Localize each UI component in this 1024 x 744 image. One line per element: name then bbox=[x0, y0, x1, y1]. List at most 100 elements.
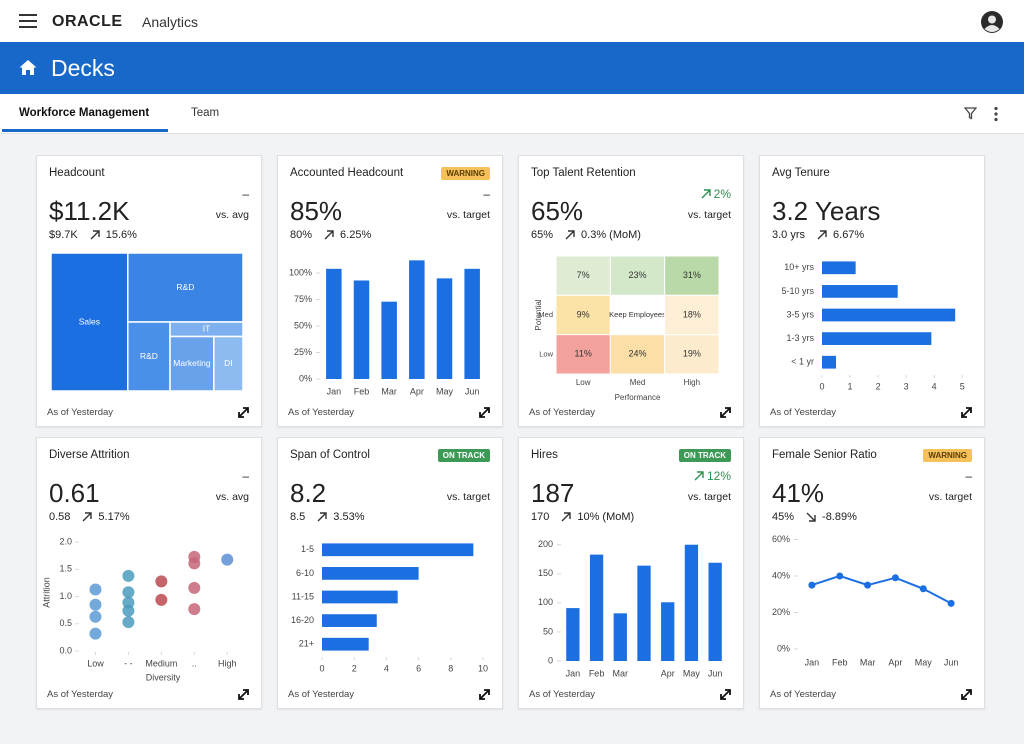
tab[interactable]: Workforce Management bbox=[19, 107, 150, 119]
x-axis-label: Performance bbox=[615, 393, 661, 402]
kpi-value: $11.2K bbox=[49, 196, 130, 226]
expand-path bbox=[961, 407, 972, 418]
expand-path bbox=[479, 689, 490, 700]
expand-icon[interactable] bbox=[479, 689, 490, 700]
kpi-value: 187 bbox=[531, 478, 575, 508]
treemap-cell bbox=[213, 335, 244, 392]
home-icon[interactable] bbox=[19, 59, 37, 76]
line-series bbox=[811, 574, 952, 605]
y-tick-label: 25% bbox=[294, 347, 312, 357]
heatmap-cell bbox=[555, 334, 611, 375]
change-value: 10% (MoM) bbox=[577, 511, 635, 523]
y-tick-label: 0% bbox=[299, 373, 312, 383]
expand-icon[interactable] bbox=[238, 689, 249, 700]
footer-note: As of Yesterday bbox=[47, 407, 114, 418]
kpi-card: Span of Control ON TRACK 8.2 vs. target 8.5 3… bbox=[277, 437, 503, 709]
heatmap-cell bbox=[555, 255, 611, 296]
change-value: 6.67% bbox=[833, 229, 865, 241]
y-tick-label: Low bbox=[539, 349, 553, 358]
previous-value: 45% bbox=[772, 511, 795, 523]
kpi-value: 3.2 Years bbox=[772, 196, 881, 226]
comparison: 2% bbox=[701, 187, 731, 201]
trend-arrow bbox=[817, 230, 827, 240]
previous-value: 3.0 yrs bbox=[772, 229, 806, 241]
y-tick-label: 16-20 bbox=[291, 615, 314, 625]
previous-value: 170 bbox=[531, 511, 550, 523]
bar bbox=[822, 332, 932, 345]
menu-icon[interactable] bbox=[19, 14, 37, 28]
comparison-label: vs. target bbox=[446, 209, 490, 221]
status-badge: WARNING bbox=[441, 167, 490, 180]
x-axis-label: Diversity bbox=[146, 672, 181, 682]
cell-label: 24% bbox=[628, 349, 646, 359]
bar bbox=[322, 637, 369, 651]
chart: 10+ yrs 5-10 yrs 3-5 yrs 1-3 yrs < 1 yr 0 1 2 3 4… bbox=[781, 261, 965, 391]
bar bbox=[464, 268, 480, 379]
x-tick-label: 0 bbox=[819, 381, 824, 391]
expand-icon[interactable] bbox=[720, 407, 731, 418]
cell-label: 31% bbox=[683, 270, 701, 280]
kpi-value: 0.61 bbox=[49, 478, 100, 508]
comparison-label: vs. target bbox=[928, 491, 972, 503]
treemap-label: R&D bbox=[176, 282, 194, 292]
expand-icon[interactable] bbox=[720, 689, 731, 700]
bar bbox=[822, 285, 898, 298]
expand-icon[interactable] bbox=[961, 689, 972, 700]
line-point bbox=[891, 574, 899, 582]
treemap-label: R&D bbox=[140, 351, 158, 361]
x-tick-label: Apr bbox=[410, 386, 424, 396]
x-tick-label: - - bbox=[124, 658, 133, 668]
expand-icon[interactable] bbox=[479, 407, 490, 418]
change-value: -8.89% bbox=[822, 511, 857, 523]
sub-metrics: 8.5 3.53% bbox=[290, 511, 365, 523]
x-tick-label: .. bbox=[192, 658, 197, 668]
comparison-label: vs. target bbox=[687, 491, 731, 503]
trend-arrow bbox=[565, 230, 575, 240]
x-tick-label: 4 bbox=[384, 663, 389, 673]
kpi-card: Avg Tenure 3.2 Years 3.0 yrs 6.67% 10+ yrs 5-… bbox=[759, 155, 985, 427]
expand-path bbox=[479, 407, 490, 418]
treemap-cell bbox=[127, 252, 244, 323]
y-axis-label: Attrition bbox=[41, 577, 51, 608]
bar bbox=[822, 308, 956, 322]
expand-path bbox=[720, 407, 731, 418]
x-tick-label: 6 bbox=[416, 663, 421, 673]
previous-value: 65% bbox=[531, 229, 554, 241]
x-tick-label: Medium bbox=[145, 658, 177, 668]
expand-icon[interactable] bbox=[238, 407, 249, 418]
card-title: Hires bbox=[531, 449, 558, 461]
more-icon[interactable] bbox=[993, 106, 999, 122]
sub-metrics: 3.0 yrs 6.67% bbox=[772, 229, 864, 241]
y-tick-label: 20% bbox=[772, 607, 790, 617]
change-value: 5.17% bbox=[98, 511, 130, 523]
product-name: Analytics bbox=[142, 14, 199, 30]
treemap-label: Sales bbox=[79, 316, 100, 326]
scatter-point bbox=[122, 604, 135, 617]
y-tick-label: 2.0 bbox=[59, 537, 72, 547]
bar bbox=[661, 602, 675, 661]
line-point bbox=[864, 581, 872, 589]
heatmap-cell bbox=[609, 255, 666, 296]
banner: Decks bbox=[0, 42, 1024, 94]
footer-note: As of Yesterday bbox=[288, 407, 355, 418]
scatter-point bbox=[188, 581, 201, 594]
page-title: Decks bbox=[51, 55, 115, 81]
previous-value: 0.58 bbox=[49, 511, 71, 523]
expand-icon[interactable] bbox=[961, 407, 972, 418]
kpi-value: 65% bbox=[531, 196, 584, 226]
cell-label: 23% bbox=[628, 270, 646, 280]
trend-arrow bbox=[694, 471, 704, 481]
bar bbox=[381, 301, 397, 379]
x-tick-label: Apr bbox=[888, 657, 902, 667]
card-title: Avg Tenure bbox=[772, 167, 830, 179]
expand-path bbox=[238, 689, 249, 700]
x-tick-label: 2 bbox=[876, 381, 881, 391]
bar bbox=[684, 544, 699, 661]
tab[interactable]: Team bbox=[191, 107, 220, 119]
scatter-point bbox=[188, 557, 201, 570]
status-badge: ON TRACK bbox=[678, 449, 731, 462]
filter-icon[interactable] bbox=[964, 107, 977, 120]
avatar[interactable] bbox=[981, 11, 1003, 33]
x-tick-label: Jun bbox=[708, 668, 723, 678]
x-tick-label: Mar bbox=[860, 657, 876, 667]
